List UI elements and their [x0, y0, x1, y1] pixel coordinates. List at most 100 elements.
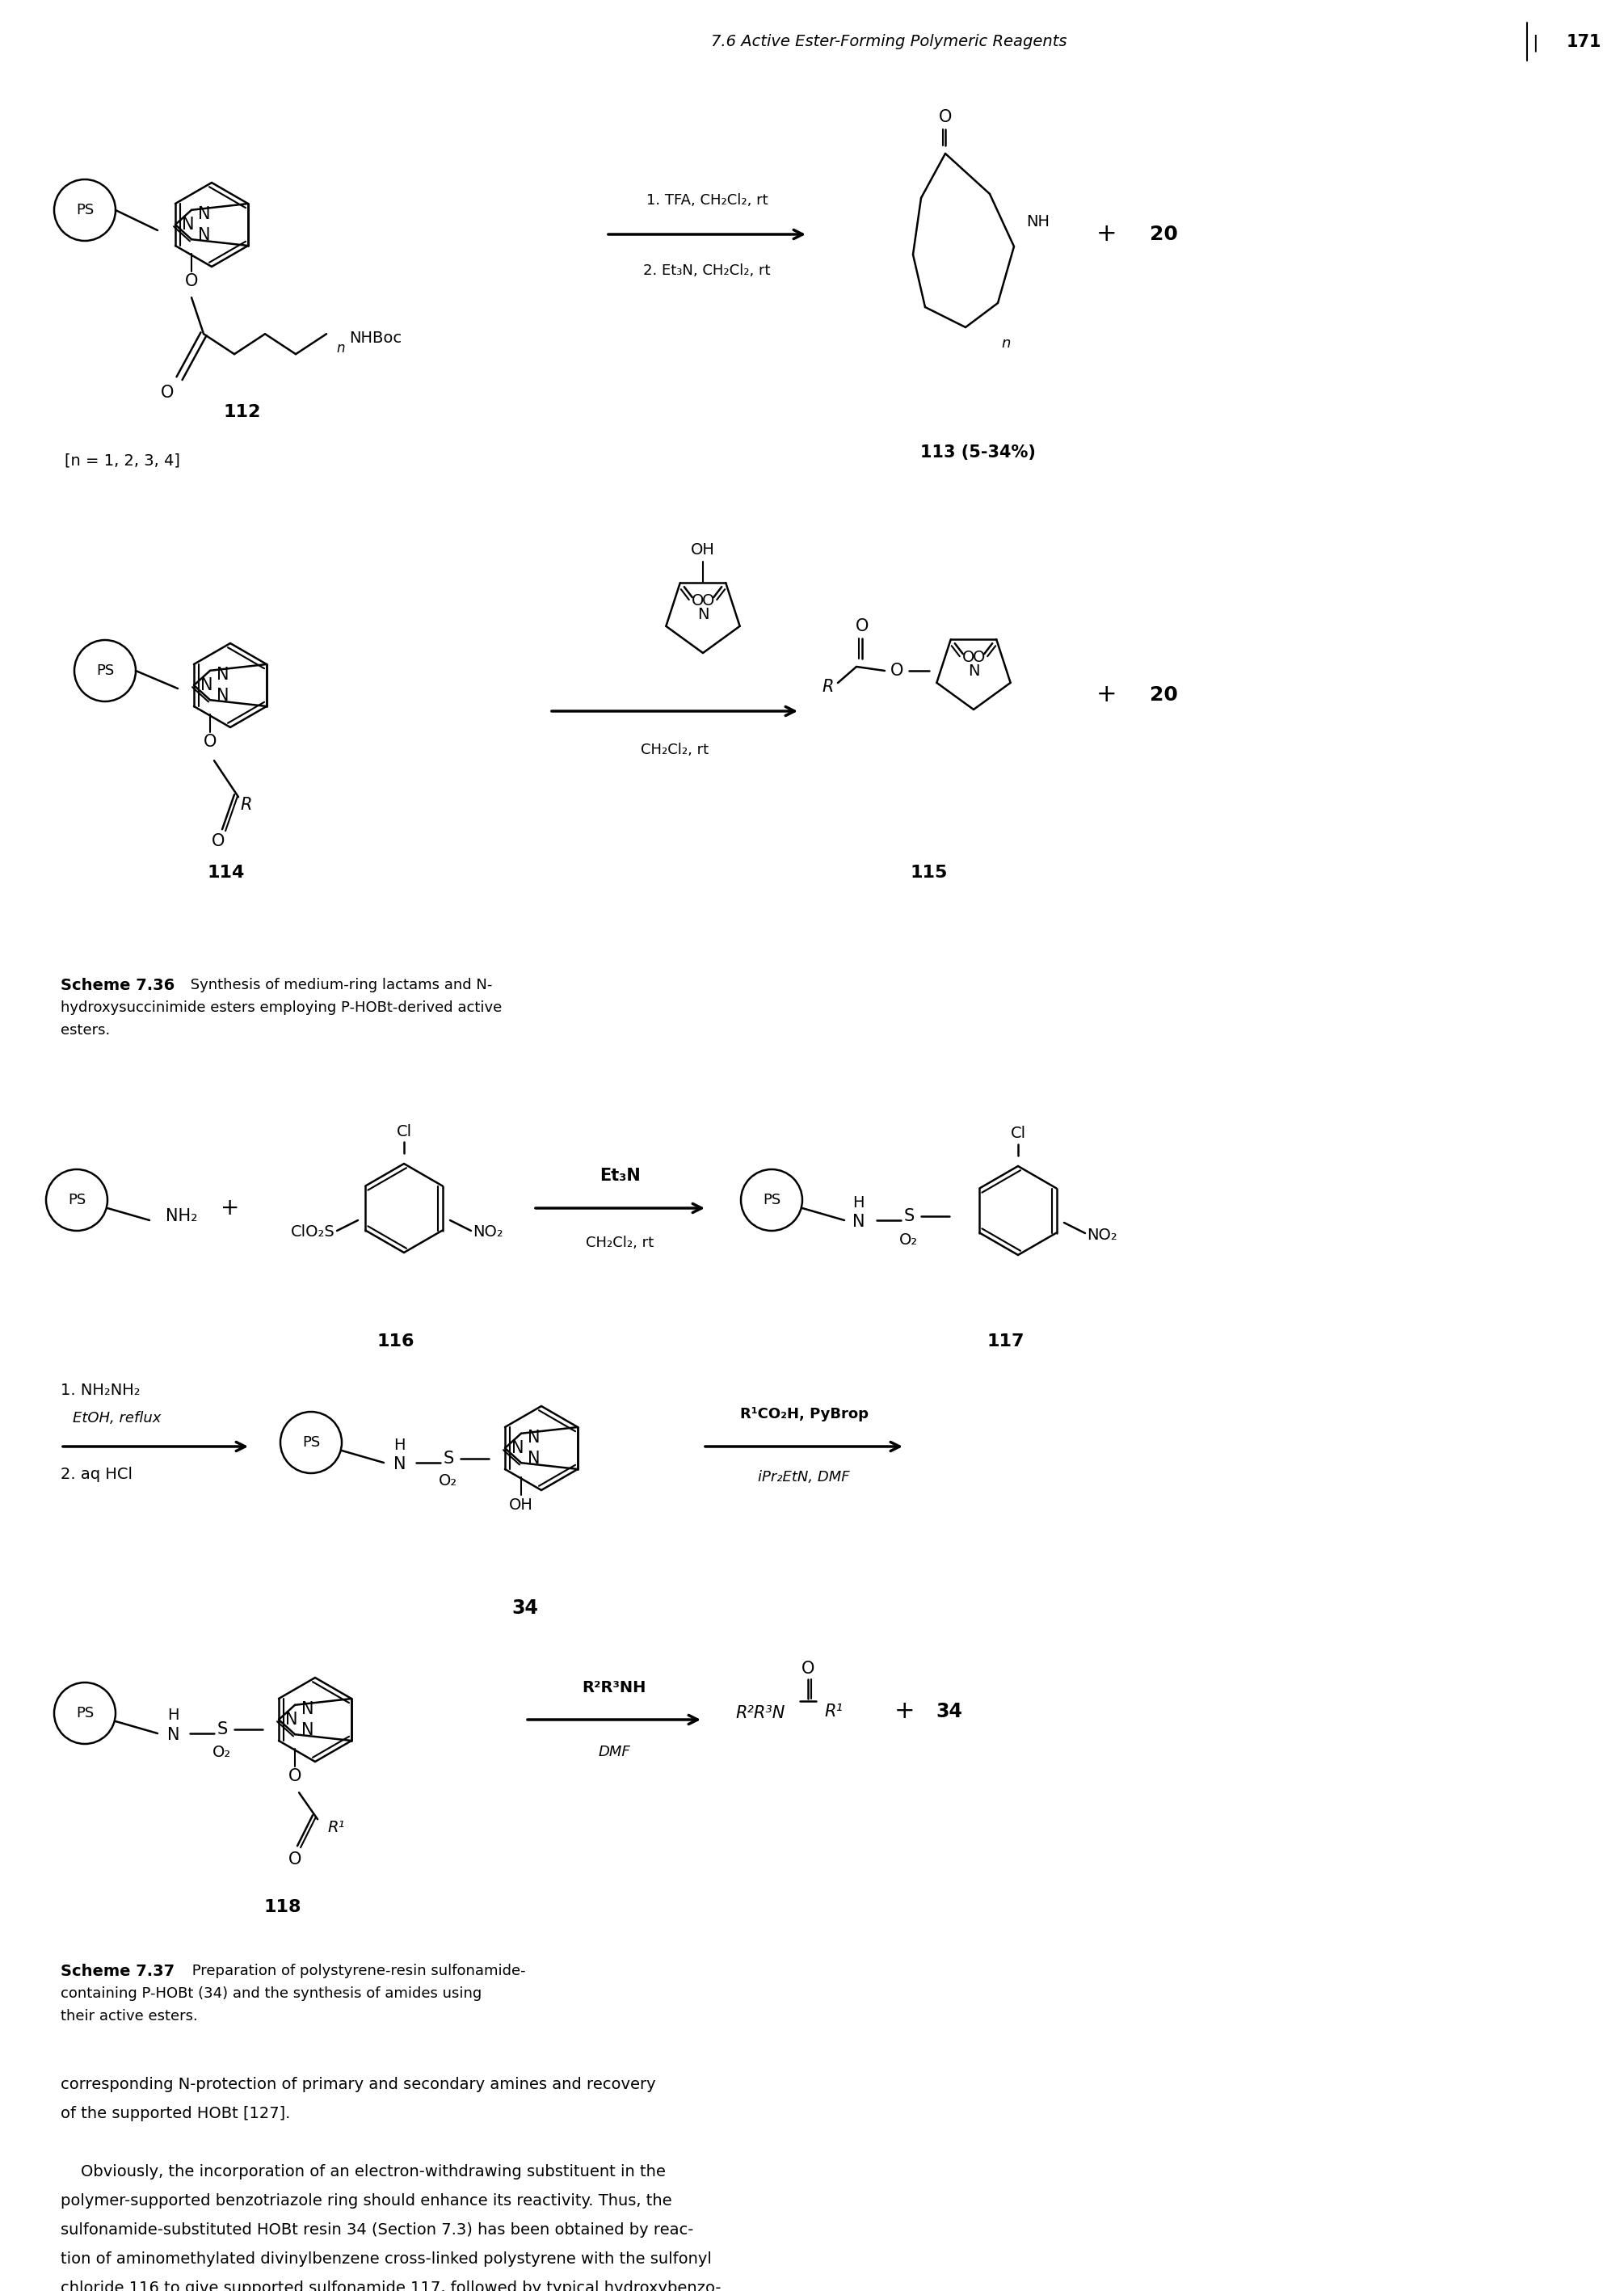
Text: PS: PS: [302, 1434, 320, 1450]
Text: R¹: R¹: [823, 1705, 843, 1721]
Text: Scheme 7.37: Scheme 7.37: [60, 1963, 175, 1979]
Text: N: N: [286, 1711, 297, 1727]
Text: O: O: [692, 593, 705, 607]
Text: O: O: [939, 110, 952, 126]
Text: tion of aminomethylated divinylbenzene cross-linked polystyrene with the sulfony: tion of aminomethylated divinylbenzene c…: [60, 2252, 711, 2266]
Text: esters.: esters.: [60, 1024, 110, 1038]
Text: O: O: [289, 1851, 302, 1867]
Text: CH₂Cl₂, rt: CH₂Cl₂, rt: [640, 742, 708, 758]
Text: +: +: [895, 1700, 916, 1723]
Text: 171: 171: [1566, 34, 1601, 50]
Text: N: N: [198, 206, 211, 222]
Text: 114: 114: [208, 864, 245, 880]
Text: O: O: [289, 1769, 302, 1785]
Text: 7.6 Active Ester-Forming Polymeric Reagents: 7.6 Active Ester-Forming Polymeric Reage…: [711, 34, 1067, 50]
Text: their active esters.: their active esters.: [60, 2009, 198, 2023]
Text: O₂: O₂: [213, 1743, 232, 1759]
Text: N: N: [393, 1457, 406, 1473]
Text: PS: PS: [68, 1194, 86, 1207]
Text: N: N: [512, 1441, 525, 1457]
Text: 112: 112: [224, 403, 261, 419]
Text: Synthesis of medium-ring lactams and N-: Synthesis of medium-ring lactams and N-: [185, 978, 492, 992]
Text: O: O: [203, 733, 216, 749]
Text: N: N: [182, 218, 195, 234]
Text: polymer-supported benzotriazole ring should enhance its reactivity. Thus, the: polymer-supported benzotriazole ring sho…: [60, 2192, 672, 2209]
Text: O: O: [856, 619, 869, 635]
Text: S: S: [443, 1450, 453, 1466]
Text: 113 (5-34%): 113 (5-34%): [919, 444, 1036, 460]
Text: Cl: Cl: [396, 1123, 412, 1139]
Text: O₂: O₂: [438, 1473, 458, 1489]
Text: chloride 116 to give supported sulfonamide 117, followed by typical hydroxybenzo: chloride 116 to give supported sulfonami…: [60, 2280, 721, 2291]
Text: N: N: [198, 227, 211, 243]
Text: CH₂Cl₂, rt: CH₂Cl₂, rt: [586, 1235, 654, 1251]
Text: 116: 116: [377, 1333, 414, 1349]
Text: S: S: [218, 1721, 227, 1737]
Text: R¹: R¹: [328, 1819, 344, 1835]
Text: NHBoc: NHBoc: [349, 330, 401, 346]
Text: +: +: [1096, 222, 1117, 245]
Text: +: +: [221, 1196, 240, 1219]
Text: N: N: [853, 1214, 866, 1230]
Text: NO₂: NO₂: [473, 1226, 503, 1239]
Text: NO₂: NO₂: [1086, 1228, 1117, 1242]
Text: 1. TFA, CH₂Cl₂, rt: 1. TFA, CH₂Cl₂, rt: [646, 192, 768, 208]
Text: N: N: [167, 1727, 180, 1743]
Text: n: n: [336, 341, 344, 355]
Text: O: O: [890, 662, 903, 678]
Text: O: O: [185, 273, 198, 289]
Text: O₂: O₂: [900, 1233, 918, 1249]
Text: 1. NH₂NH₂: 1. NH₂NH₂: [60, 1381, 140, 1398]
Text: 118: 118: [265, 1899, 302, 1915]
Text: n: n: [1002, 337, 1010, 351]
Text: NH: NH: [1026, 215, 1049, 229]
Text: O: O: [161, 385, 174, 401]
Text: 20: 20: [1150, 685, 1177, 706]
Text: S: S: [903, 1207, 914, 1223]
Text: 20: 20: [1150, 225, 1177, 245]
Text: R²R³NH: R²R³NH: [581, 1679, 646, 1695]
Text: Preparation of polystyrene-resin sulfonamide-: Preparation of polystyrene-resin sulfona…: [187, 1963, 526, 1977]
Text: R²R³N: R²R³N: [736, 1705, 784, 1721]
Text: EtOH, reflux: EtOH, reflux: [73, 1411, 161, 1425]
Text: DMF: DMF: [598, 1746, 630, 1759]
Text: N: N: [528, 1430, 541, 1446]
Text: PS: PS: [76, 1707, 94, 1721]
Text: [n = 1, 2, 3, 4]: [n = 1, 2, 3, 4]: [65, 454, 180, 467]
Text: N: N: [697, 607, 708, 621]
Text: hydroxysuccinimide esters employing P-HOBt-derived active: hydroxysuccinimide esters employing P-HO…: [60, 1001, 502, 1015]
Text: NH₂: NH₂: [166, 1207, 198, 1223]
Text: 115: 115: [911, 864, 948, 880]
Text: 34: 34: [935, 1702, 963, 1721]
Text: +: +: [1096, 683, 1117, 706]
Text: Cl: Cl: [1010, 1127, 1026, 1141]
Text: H: H: [393, 1436, 406, 1452]
Text: 34: 34: [512, 1599, 539, 1617]
Text: O: O: [702, 593, 715, 607]
Text: PS: PS: [96, 664, 114, 678]
Text: 117: 117: [987, 1333, 1025, 1349]
Text: O: O: [211, 834, 224, 850]
Text: Et₃N: Et₃N: [599, 1168, 640, 1184]
Text: OH: OH: [508, 1498, 533, 1512]
Text: O: O: [801, 1661, 815, 1677]
Text: N: N: [200, 678, 213, 694]
Text: N: N: [216, 667, 229, 683]
Text: R¹CO₂H, PyBrop: R¹CO₂H, PyBrop: [739, 1407, 869, 1420]
Text: iPr₂EtN, DMF: iPr₂EtN, DMF: [758, 1471, 849, 1485]
Text: H: H: [167, 1709, 179, 1723]
Text: of the supported HOBt [127].: of the supported HOBt [127].: [60, 2105, 291, 2121]
Text: ClO₂S: ClO₂S: [291, 1226, 335, 1239]
Text: containing P-HOBt (34) and the synthesis of amides using: containing P-HOBt (34) and the synthesis…: [60, 1986, 482, 2000]
Text: 2. aq HCl: 2. aq HCl: [60, 1466, 133, 1482]
Text: H: H: [853, 1196, 864, 1210]
Text: corresponding N-protection of primary and secondary amines and recovery: corresponding N-protection of primary an…: [60, 2078, 656, 2092]
Text: R: R: [822, 678, 835, 694]
Text: N: N: [302, 1700, 313, 1716]
Text: Scheme 7.36: Scheme 7.36: [60, 978, 175, 994]
Text: OH: OH: [690, 543, 715, 557]
Text: N: N: [216, 687, 229, 703]
Text: PS: PS: [763, 1194, 781, 1207]
Text: 2. Et₃N, CH₂Cl₂, rt: 2. Et₃N, CH₂Cl₂, rt: [643, 263, 771, 277]
Text: N: N: [302, 1723, 313, 1739]
